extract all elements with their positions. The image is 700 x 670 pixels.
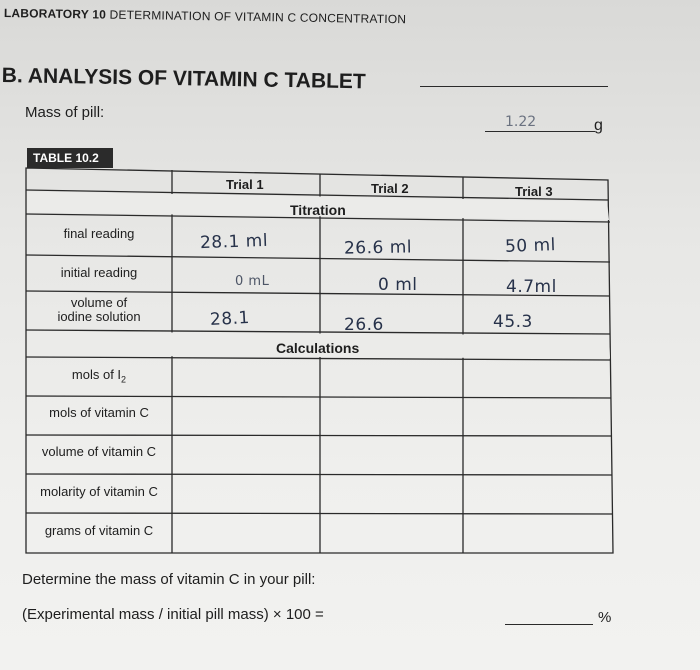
row-line-7 (25, 512, 614, 515)
col-header-trial-2: Trial 2 (371, 181, 409, 196)
titration-band-mask (27, 191, 609, 220)
row-label-final-reading: final reading (63, 226, 135, 241)
mass-value[interactable]: 1.22 (505, 114, 537, 130)
row-label-mols-vitamin-c: mols of vitamin C (49, 405, 149, 420)
final-reading-trial-1[interactable]: 28.1 ml (199, 230, 269, 254)
titration-band-line (25, 213, 611, 223)
mass-unit: g (594, 117, 603, 134)
row-label-mols-i2-main: mols of I (71, 367, 122, 382)
row-label-volume-vitamin-c: volume of vitamin C (41, 444, 157, 459)
volume-iodine-trial-2[interactable]: 26.6 (344, 315, 384, 335)
row-line-2 (25, 290, 611, 297)
initial-reading-trial-2[interactable]: 0 ml (378, 275, 418, 295)
table-border (25, 167, 614, 554)
table-badge: TABLE 10.2 (27, 148, 113, 168)
row-line-6 (25, 473, 613, 476)
row-label-initial-reading: initial reading (60, 265, 138, 280)
final-reading-trial-2[interactable]: 26.6 ml (343, 237, 413, 259)
row-line-1 (25, 254, 611, 263)
titration-label: Titration (290, 202, 346, 218)
final-reading-trial-3[interactable]: 50 ml (504, 235, 557, 257)
header-row-line (25, 189, 609, 201)
row-line-4 (25, 395, 612, 399)
calc-band-mask (27, 331, 610, 359)
mass-blank-line (485, 131, 595, 132)
percent-sign: % (598, 609, 612, 626)
row-label-volume-iodine: volume of iodine solution (26, 296, 172, 324)
volume-iodine-trial-1[interactable]: 28.1 (209, 307, 251, 331)
footer-question: Determine the mass of vitamin C in your … (22, 571, 316, 588)
calculations-label: Calculations (276, 340, 360, 356)
row-label-molarity-vitamin-c: molarity of vitamin C (40, 484, 158, 499)
title-underline (420, 86, 608, 87)
row-label-volume-iodine-line2: iodine solution (57, 309, 141, 324)
footer-formula: (Experimental mass / initial pill mass) … (22, 606, 324, 623)
row-line-5 (25, 434, 613, 437)
percent-blank-line[interactable] (505, 624, 593, 625)
col-header-trial-1: Trial 1 (226, 177, 264, 192)
mass-label: Mass of pill: (25, 104, 105, 121)
row-line-3 (25, 329, 611, 335)
row-label-volume-iodine-line1: volume of (70, 295, 128, 310)
col-header-trial-3: Trial 3 (515, 184, 553, 199)
row-label-mols-i2: mols of I2 (26, 368, 172, 387)
row-label-mols-i2-subscript: 2 (121, 374, 127, 385)
initial-reading-trial-3[interactable]: 4.7ml (506, 277, 557, 297)
row-label-grams-vitamin-c: grams of vitamin C (44, 523, 154, 538)
initial-reading-trial-1[interactable]: 0 mL (235, 274, 270, 289)
calc-band-line (25, 356, 612, 361)
volume-iodine-trial-3[interactable]: 45.3 (493, 312, 533, 332)
